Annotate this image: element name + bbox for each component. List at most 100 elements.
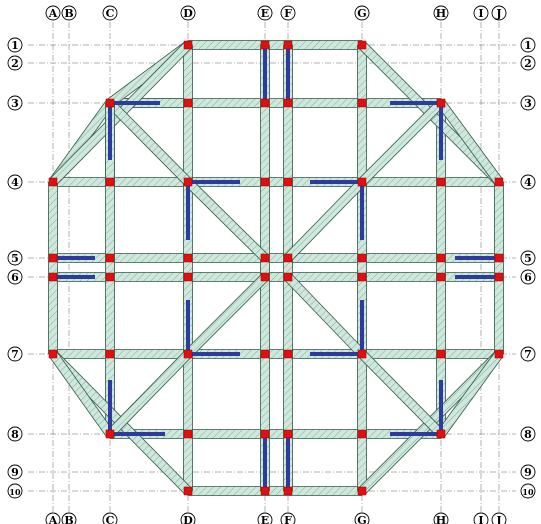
column-c7 <box>105 349 115 359</box>
axis-bubble-left-5-label: 5 <box>11 252 19 265</box>
axis-bubble-left-10-circle <box>7 483 23 499</box>
beam-row-4 <box>52 177 500 187</box>
column-e1 <box>260 40 270 50</box>
axis-bubble-top-d-label: D <box>183 7 193 20</box>
axis-bubble-left-3-circle <box>7 95 23 111</box>
beam-row-6 <box>52 272 500 282</box>
axis-bubble-bottom-h-label: H <box>436 514 446 524</box>
axis-bubble-top-i-circle <box>473 5 489 21</box>
axis-bubble-top-i-label: I <box>478 7 483 20</box>
axis-bubble-top-c-label: C <box>106 7 115 20</box>
beam-col-a <box>48 181 58 355</box>
axis-bubble-bottom-b-label: B <box>64 514 73 524</box>
column-d10 <box>183 486 193 496</box>
axis-bubble-top-e-circle <box>257 5 273 21</box>
axis-bubble-left-6-circle <box>7 269 23 285</box>
axis-bubble-bottom-a-label: A <box>48 514 58 524</box>
column-d7 <box>183 349 193 359</box>
beam-col-g <box>357 44 367 492</box>
axis-bubble-right-10-label: 10 <box>522 487 534 497</box>
column-e4 <box>260 177 270 187</box>
column-h8 <box>436 429 446 439</box>
axis-bubble-right-4-label: 4 <box>524 176 532 189</box>
axis-bubble-bottom-f-circle <box>280 512 296 524</box>
axis-bubble-left-6-label: 6 <box>11 271 19 284</box>
column-c5 <box>105 253 115 263</box>
beam-col-f <box>283 44 293 492</box>
column-c8 <box>105 429 115 439</box>
column-f6 <box>283 272 293 282</box>
axis-bubble-right-6-circle <box>520 269 536 285</box>
axis-bubble-top-f-label: F <box>284 7 292 20</box>
beam-diag <box>436 350 504 438</box>
column-e6 <box>260 272 270 282</box>
column-h6 <box>436 272 446 282</box>
axis-bubble-bottom-d-circle <box>180 512 196 524</box>
beam-diag <box>436 99 504 186</box>
axis-bubble-right-1-label: 1 <box>524 39 532 52</box>
column-f1 <box>283 40 293 50</box>
column-c3 <box>105 98 115 108</box>
axis-bubble-right-9-circle <box>520 464 536 480</box>
column-f7 <box>283 349 293 359</box>
beam-col-d <box>183 44 193 492</box>
axis-bubble-left-4-label: 4 <box>11 176 19 189</box>
columns-layer <box>48 40 504 496</box>
axis-bubble-left-9-label: 9 <box>11 466 19 479</box>
axis-bubble-bottom-f-label: F <box>284 514 292 524</box>
axis-bubble-right-7-circle <box>520 346 536 362</box>
column-a5 <box>48 253 58 263</box>
axis-bubble-right-7-label: 7 <box>524 348 532 361</box>
beam-diag <box>184 273 269 358</box>
axis-bubble-left-1-label: 1 <box>11 39 19 52</box>
axis-bubble-left-5-circle <box>7 250 23 266</box>
column-d4 <box>183 177 193 187</box>
axis-bubble-top-j-circle <box>491 5 507 21</box>
axis-bubble-right-3-label: 3 <box>524 97 532 110</box>
beam-row-1 <box>187 40 363 50</box>
axis-bubble-right-8-label: 8 <box>524 428 532 441</box>
column-g3 <box>357 98 367 108</box>
axis-bubble-left-3-label: 3 <box>11 97 19 110</box>
column-e8 <box>260 429 270 439</box>
axis-bubble-right-1-circle <box>520 37 536 53</box>
axis-bubble-left-7-circle <box>7 346 23 362</box>
beam-diag <box>106 350 192 438</box>
axis-bubble-right-4-circle <box>520 174 536 190</box>
axis-bubble-bottom-e-circle <box>257 512 273 524</box>
axis-bubble-left-4-circle <box>7 174 23 190</box>
beam-diag <box>48 350 115 438</box>
column-g8 <box>357 429 367 439</box>
axis-bubble-bottom-b-circle <box>61 512 77 524</box>
column-h3 <box>436 98 446 108</box>
axis-bubble-top-a-label: A <box>48 7 58 20</box>
column-a6 <box>48 272 58 282</box>
column-e5 <box>260 253 270 263</box>
axis-bubble-right-10-circle <box>520 483 536 499</box>
beam-row-5 <box>52 253 500 263</box>
column-h7 <box>436 349 446 359</box>
beam-row-7 <box>52 349 500 359</box>
column-g5 <box>357 253 367 263</box>
axis-bubble-right-8-circle <box>520 426 536 442</box>
column-d6 <box>183 272 193 282</box>
beam-diag <box>284 178 366 262</box>
column-f3 <box>283 98 293 108</box>
beam-diag <box>106 99 192 186</box>
beam-col-e <box>260 44 270 492</box>
axis-bubble-right-2-circle <box>520 55 536 71</box>
axis-bubble-bottom-j-circle <box>491 512 507 524</box>
column-c6 <box>105 272 115 282</box>
axis-bubble-top-d-circle <box>180 5 196 21</box>
beams-layer <box>48 40 504 496</box>
axis-bubble-left-10-label: 10 <box>9 487 21 497</box>
axis-bubble-bottom-j-label: J <box>495 514 501 524</box>
column-d5 <box>183 253 193 263</box>
column-e3 <box>260 98 270 108</box>
axis-bubble-top-g-label: G <box>357 7 366 20</box>
column-h5 <box>436 253 446 263</box>
axis-bubble-bottom-g-label: G <box>357 514 366 524</box>
axis-bubble-bottom-i-circle <box>473 512 489 524</box>
column-f8 <box>283 429 293 439</box>
